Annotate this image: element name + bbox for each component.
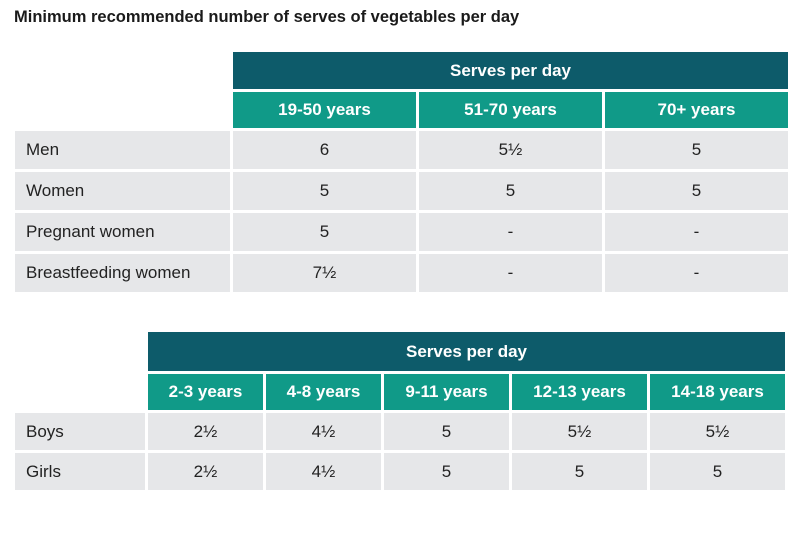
row-label: Boys [15,413,145,450]
table-cell: - [419,254,602,292]
column-header: 51-70 years [419,92,602,128]
corner-blank [15,92,230,128]
corner-blank [15,332,145,371]
table-cell: - [605,213,788,251]
group-header: Serves per day [233,52,788,89]
table-cell: 5 [512,453,647,490]
column-header: 19-50 years [233,92,416,128]
table-cell: 4½ [266,453,381,490]
table-cell: 6 [233,131,416,169]
group-header: Serves per day [148,332,785,371]
table-cell: 5½ [650,413,785,450]
table-cell: 5 [650,453,785,490]
corner-blank [15,374,145,410]
column-header: 12-13 years [512,374,647,410]
table-cell: - [419,213,602,251]
table-row: Boys 2½ 4½ 5 5½ 5½ [15,413,785,450]
column-header: 4-8 years [266,374,381,410]
row-label: Breastfeeding women [15,254,230,292]
table-cell: 5 [605,172,788,210]
table-cell: 5 [384,413,509,450]
table-row: Women 5 5 5 [15,172,788,210]
table-row: Pregnant women 5 - - [15,213,788,251]
table-row: Girls 2½ 4½ 5 5 5 [15,453,785,490]
row-label: Men [15,131,230,169]
adults-serves-table: Serves per day 19-50 years 51-70 years 7… [12,49,791,295]
table-cell: 5 [605,131,788,169]
row-label: Girls [15,453,145,490]
column-header: 14-18 years [650,374,785,410]
column-header: 70+ years [605,92,788,128]
table-row: Men 6 5½ 5 [15,131,788,169]
table-cell: 5 [233,172,416,210]
column-header: 9-11 years [384,374,509,410]
corner-blank [15,52,230,89]
table-cell: 4½ [266,413,381,450]
table-row: Breastfeeding women 7½ - - [15,254,788,292]
table-cell: - [605,254,788,292]
table-cell: 5 [419,172,602,210]
table-cell: 5 [233,213,416,251]
table-cell: 5 [384,453,509,490]
table-cell: 7½ [233,254,416,292]
table-cell: 2½ [148,453,263,490]
column-header: 2-3 years [148,374,263,410]
table-cell: 5½ [512,413,647,450]
table-cell: 5½ [419,131,602,169]
children-serves-table: Serves per day 2-3 years 4-8 years 9-11 … [12,329,788,493]
page-title: Minimum recommended number of serves of … [14,8,520,26]
row-label: Women [15,172,230,210]
table-cell: 2½ [148,413,263,450]
row-label: Pregnant women [15,213,230,251]
